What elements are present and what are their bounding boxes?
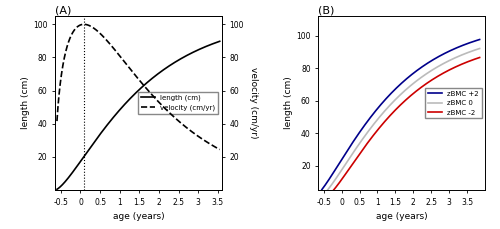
Legend: zBMC +2, zBMC 0, zBMC -2: zBMC +2, zBMC 0, zBMC -2 [425, 88, 482, 118]
Y-axis label: length (cm): length (cm) [284, 77, 294, 129]
Y-axis label: velocity (cm/yr): velocity (cm/yr) [248, 67, 258, 139]
X-axis label: age (years): age (years) [376, 212, 428, 221]
X-axis label: age (years): age (years) [112, 212, 164, 221]
Text: (A): (A) [55, 5, 72, 15]
Legend: length (cm), velocity (cm/yr): length (cm), velocity (cm/yr) [138, 92, 218, 114]
Text: (B): (B) [318, 5, 334, 15]
Y-axis label: length (cm): length (cm) [21, 77, 30, 129]
